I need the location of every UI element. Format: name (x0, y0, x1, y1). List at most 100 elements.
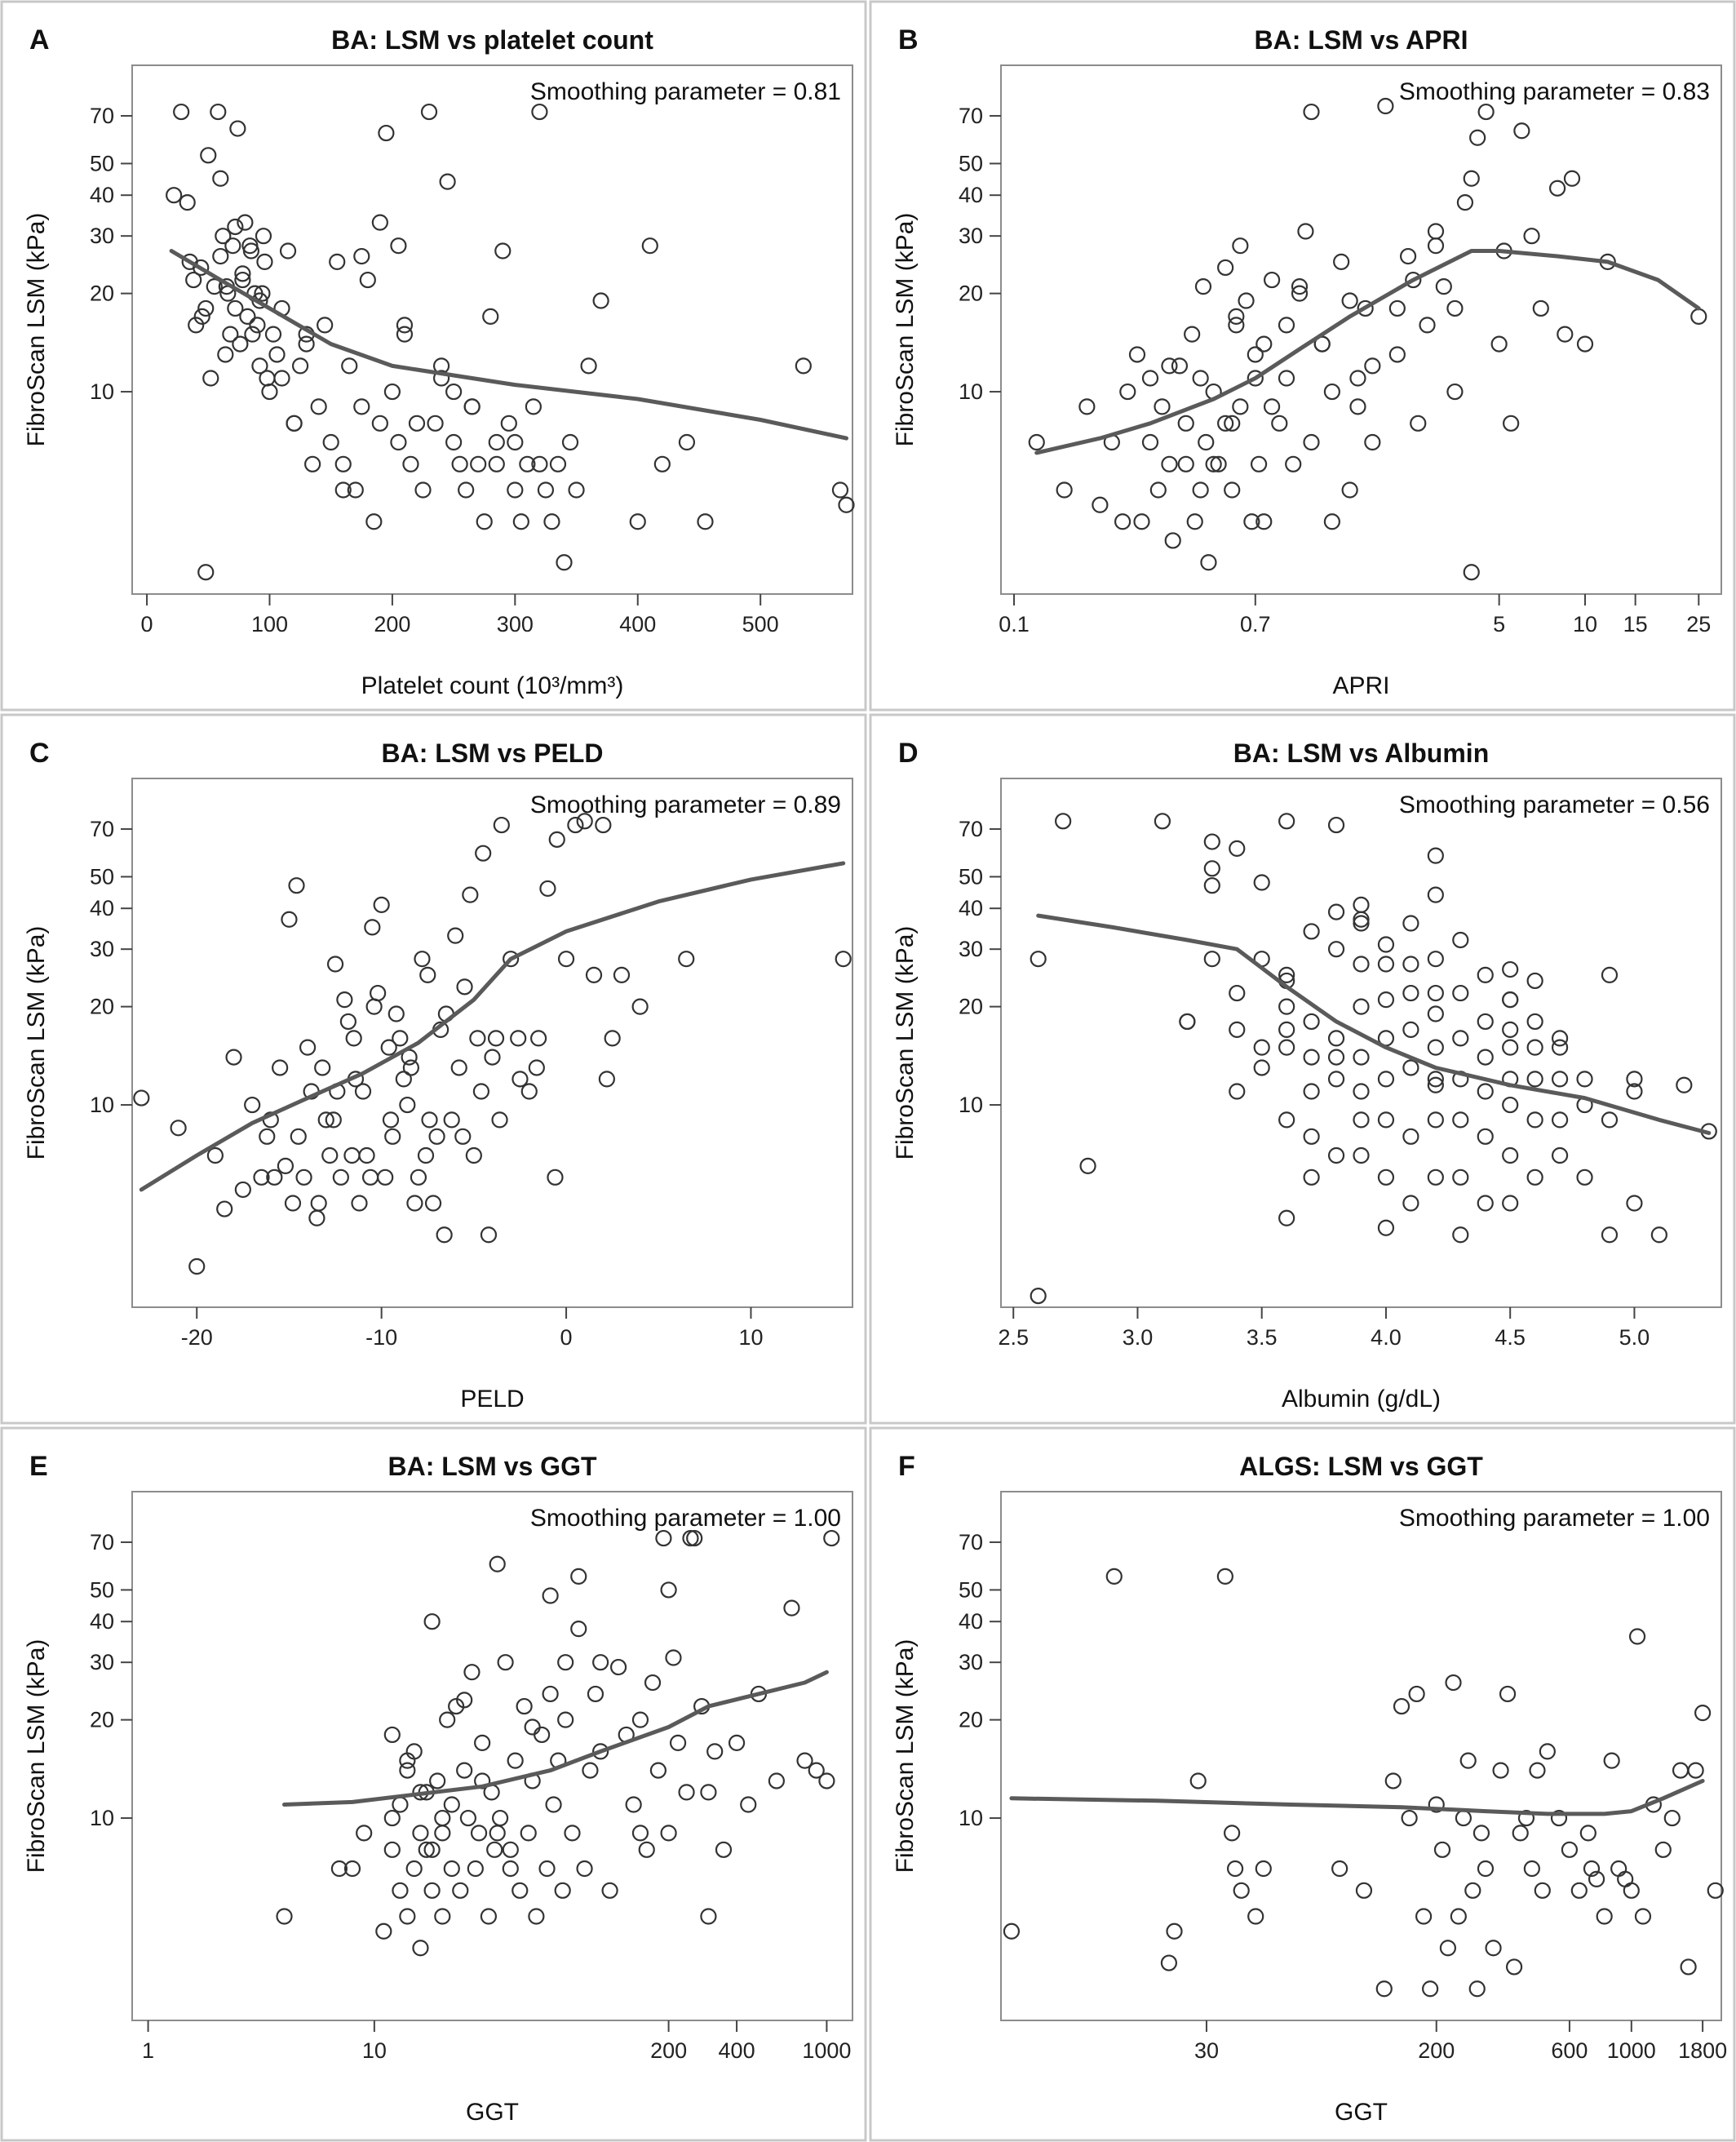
data-point (1402, 1195, 1419, 1212)
data-point (173, 103, 190, 121)
data-point (1450, 1908, 1467, 1925)
data-point (1402, 956, 1419, 973)
data-point (405, 1860, 423, 1878)
data-point (390, 433, 407, 451)
data-point (1402, 1128, 1419, 1145)
data-point (188, 1257, 206, 1275)
data-point (273, 370, 290, 387)
data-point (1224, 1825, 1241, 1842)
data-point (1551, 1111, 1569, 1129)
data-point (253, 1169, 270, 1186)
data-point (682, 1529, 699, 1547)
x-tick-label: 200 (650, 2038, 687, 2063)
x-axis-label: Platelet count (10³/mm³) (361, 672, 624, 699)
data-point (1291, 278, 1309, 295)
x-tick-label: 1800 (1678, 2038, 1727, 2063)
data-point (1161, 357, 1178, 375)
data-point (365, 998, 383, 1015)
data-point (133, 1089, 150, 1106)
data-point (728, 1734, 746, 1751)
data-point (1192, 370, 1209, 387)
data-point (1654, 1841, 1672, 1858)
smoothing-parameter-label: Smoothing parameter = 0.83 (1399, 78, 1710, 105)
data-point (170, 1120, 187, 1137)
data-point (641, 237, 658, 255)
x-axis-label: PELD (460, 1386, 524, 1412)
data-point (1228, 308, 1245, 325)
data-point (237, 214, 254, 231)
data-point (1459, 1752, 1477, 1769)
data-point (1485, 1940, 1502, 1957)
data-point (1548, 180, 1566, 197)
data-point (1028, 433, 1045, 451)
data-point (1291, 285, 1309, 302)
data-point (1526, 1071, 1543, 1088)
data-point (1526, 1169, 1543, 1186)
data-point (419, 966, 436, 983)
x-axis-label: GGT (466, 2099, 519, 2126)
panel-border (869, 0, 1736, 712)
data-point (1323, 383, 1340, 401)
data-point (1399, 247, 1417, 265)
smoothing-parameter-label: Smoothing parameter = 1.00 (530, 1505, 841, 1532)
scatter-points (133, 813, 852, 1275)
data-point (353, 247, 370, 265)
y-tick-label: 50 (959, 1577, 983, 1602)
data-point (1680, 1958, 1697, 1976)
data-point (1030, 1287, 1047, 1305)
data-point (1327, 941, 1345, 958)
data-point (519, 455, 536, 472)
data-point (524, 1718, 541, 1736)
data-point (1128, 346, 1146, 363)
data-point (423, 1841, 441, 1858)
data-point (1452, 931, 1469, 949)
scatter-points (166, 103, 855, 581)
data-point (432, 370, 450, 387)
data-point (234, 1181, 251, 1199)
x-tick-label: 4.0 (1371, 1325, 1402, 1350)
data-point (1364, 433, 1381, 451)
data-point (412, 1825, 429, 1842)
data-point (1217, 415, 1234, 432)
data-point (1198, 433, 1215, 451)
data-point (1384, 1772, 1402, 1789)
x-tick-label: 3.5 (1247, 1325, 1278, 1350)
data-point (1628, 1628, 1646, 1645)
data-point (678, 433, 696, 451)
data-point (388, 1005, 405, 1022)
data-point (1228, 317, 1245, 334)
data-point (330, 1860, 348, 1878)
data-point (216, 1200, 233, 1217)
data-point (831, 481, 849, 499)
data-point (543, 513, 560, 530)
data-point (700, 1784, 717, 1801)
data-point (1303, 1083, 1320, 1100)
data-point (539, 880, 556, 898)
x-axis-label: Albumin (g/dL) (1282, 1386, 1441, 1412)
data-point (452, 1882, 469, 1899)
data-point (341, 357, 358, 375)
data-point (1278, 813, 1295, 830)
data-point (193, 259, 210, 277)
x-tick-label: 1000 (1607, 2038, 1656, 2063)
data-point (1452, 1226, 1469, 1244)
data-point (254, 285, 271, 302)
data-point (436, 1226, 453, 1244)
panel-letter: A (29, 24, 50, 55)
data-point (1422, 1980, 1439, 1998)
data-point (1353, 1146, 1370, 1164)
data-point (1557, 326, 1574, 343)
data-point (1250, 455, 1268, 472)
data-point (1200, 554, 1217, 571)
data-point (1402, 1059, 1419, 1076)
data-point (1353, 1049, 1370, 1066)
data-point (1210, 455, 1227, 472)
data-point (1402, 984, 1419, 1002)
data-point (244, 1096, 261, 1114)
data-point (601, 1882, 618, 1899)
data-point (443, 1860, 460, 1878)
data-point (1256, 335, 1273, 353)
data-point (448, 1697, 465, 1715)
plot-area-frame (131, 1491, 853, 2021)
data-point (343, 1860, 361, 1878)
